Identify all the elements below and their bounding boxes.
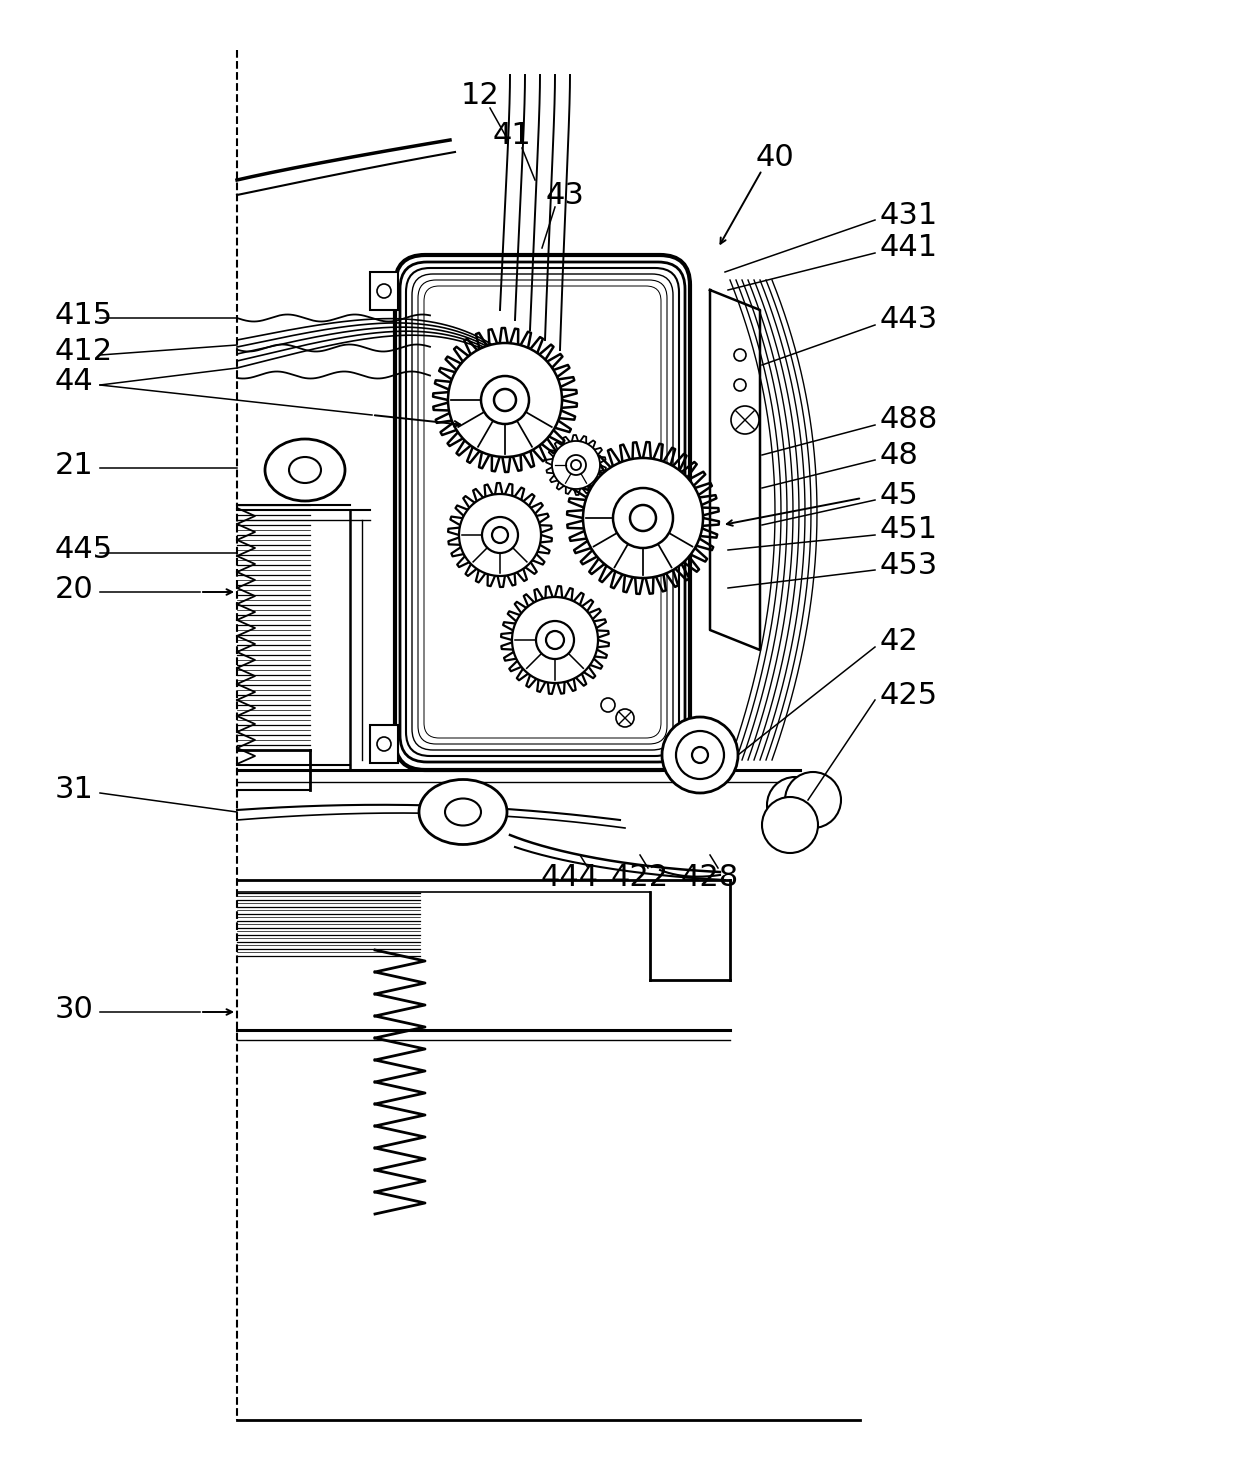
Circle shape <box>377 283 391 298</box>
Text: 41: 41 <box>492 120 532 150</box>
Ellipse shape <box>289 457 321 483</box>
Text: 415: 415 <box>55 301 113 329</box>
Circle shape <box>763 797 818 853</box>
Text: 30: 30 <box>55 995 94 1025</box>
Circle shape <box>552 440 600 489</box>
Text: 431: 431 <box>880 201 939 229</box>
Text: 451: 451 <box>880 515 939 545</box>
Text: 445: 445 <box>55 536 113 565</box>
Ellipse shape <box>445 799 481 825</box>
Circle shape <box>734 379 746 390</box>
Text: 453: 453 <box>880 550 939 580</box>
Circle shape <box>676 731 724 780</box>
Polygon shape <box>711 291 760 650</box>
Text: 31: 31 <box>55 775 94 804</box>
Text: 43: 43 <box>546 181 584 210</box>
Circle shape <box>459 495 541 575</box>
Bar <box>370 725 398 763</box>
Text: 40: 40 <box>755 144 795 173</box>
Text: 444: 444 <box>541 863 599 893</box>
Text: 425: 425 <box>880 681 939 709</box>
Text: 45: 45 <box>880 480 919 509</box>
Circle shape <box>662 716 738 793</box>
Circle shape <box>481 376 529 424</box>
Circle shape <box>512 597 598 683</box>
Circle shape <box>492 527 508 543</box>
Text: 42: 42 <box>880 627 919 656</box>
Ellipse shape <box>419 780 507 844</box>
Circle shape <box>546 631 564 649</box>
Circle shape <box>583 458 703 578</box>
Text: 488: 488 <box>880 405 939 435</box>
Circle shape <box>482 517 518 553</box>
Circle shape <box>785 772 841 828</box>
Text: 443: 443 <box>880 305 939 335</box>
Circle shape <box>448 344 562 457</box>
Circle shape <box>630 505 656 531</box>
Circle shape <box>768 777 823 832</box>
Circle shape <box>616 709 634 727</box>
Circle shape <box>565 455 587 476</box>
Circle shape <box>692 747 708 763</box>
Text: 441: 441 <box>880 233 939 263</box>
Circle shape <box>536 621 574 659</box>
Text: 44: 44 <box>55 367 94 396</box>
Text: 412: 412 <box>55 338 113 367</box>
Circle shape <box>570 459 582 470</box>
Text: 20: 20 <box>55 575 94 605</box>
Text: 428: 428 <box>681 863 739 893</box>
Text: 21: 21 <box>55 451 94 480</box>
Circle shape <box>613 487 673 548</box>
Circle shape <box>494 389 516 411</box>
Circle shape <box>732 407 759 435</box>
Circle shape <box>734 349 746 361</box>
Circle shape <box>601 697 615 712</box>
Text: 48: 48 <box>880 440 919 470</box>
Ellipse shape <box>265 439 345 501</box>
Circle shape <box>377 737 391 752</box>
Bar <box>370 272 398 310</box>
Text: 422: 422 <box>611 863 670 893</box>
Text: 12: 12 <box>460 81 500 110</box>
